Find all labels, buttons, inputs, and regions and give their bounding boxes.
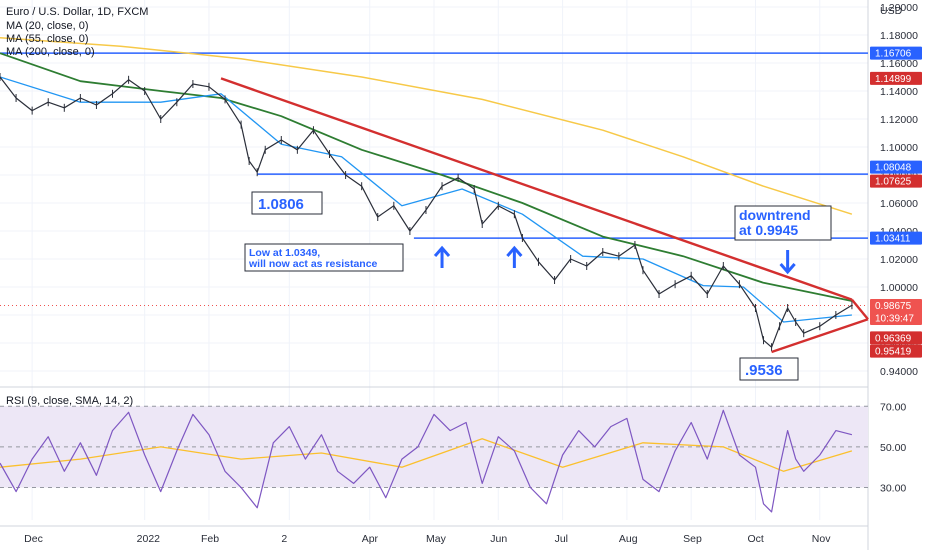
y-tick-label: 1.16000 xyxy=(880,58,918,70)
down-arrow-head xyxy=(779,263,796,275)
x-tick-label: May xyxy=(426,533,447,545)
price-line xyxy=(0,73,853,352)
annotations: 1.0806 Low at 1.0349,will now act as resi… xyxy=(244,191,832,381)
ma-55-path xyxy=(0,52,853,302)
rsi-label: RSI (9, close, SMA, 14, 2) xyxy=(6,395,133,407)
x-tick-label: Dec xyxy=(24,533,43,545)
y-tick-label: 1.00000 xyxy=(880,282,918,294)
ma-55-line xyxy=(0,52,853,302)
legend-ma-200: MA (200, close, 0) xyxy=(6,46,95,58)
x-tick-label: Jul xyxy=(555,533,568,545)
annotation-9536: .9536 xyxy=(745,362,783,379)
x-tick-label: Oct xyxy=(747,533,763,545)
y-tick-label: 1.12000 xyxy=(880,114,918,126)
rsi-panel xyxy=(0,405,868,513)
up-arrow-head xyxy=(506,245,523,257)
trendlines xyxy=(220,77,869,354)
price-tag-label: 1.08048 xyxy=(875,163,912,174)
up-arrow-head xyxy=(433,245,451,257)
time-axis: Dec 2022 Feb 2 Apr May Jun Jul Aug Sep Oct Nov xyxy=(24,533,831,545)
ma-20-line xyxy=(0,76,852,323)
price-tag-label: 1.16706 xyxy=(875,49,912,60)
legend-ma-20: MA (20, close, 0) xyxy=(6,20,89,32)
y-tick-label: 0.94000 xyxy=(880,366,918,378)
price-tag xyxy=(870,299,922,326)
annotation-low: Low at 1.0349, xyxy=(249,247,320,259)
price-path xyxy=(0,76,853,348)
price-tag xyxy=(870,46,922,60)
y-tick-label: 1.20000 xyxy=(880,2,918,14)
support-line xyxy=(771,318,869,354)
rsi-path xyxy=(0,409,853,513)
ma-200-line xyxy=(0,37,853,215)
price-tag xyxy=(870,71,922,85)
annotation-box xyxy=(734,205,832,241)
price-tag-label: 1.14899 xyxy=(875,74,912,85)
y-tick-label: 1.06000 xyxy=(880,198,918,210)
downtrend-line xyxy=(220,77,853,301)
x-tick-label: Nov xyxy=(812,533,831,545)
x-tick-label: 2022 xyxy=(137,533,161,545)
price-tag xyxy=(870,231,922,245)
legend: Euro / U.S. Dollar, 1D, FXCM MA (20, clo… xyxy=(6,5,903,407)
ma-200-path xyxy=(0,37,853,215)
rsi-tick-label: 30.00 xyxy=(880,483,906,495)
arrows xyxy=(433,245,796,275)
ma-20-path xyxy=(0,76,852,323)
annotation-box xyxy=(251,191,323,215)
price-tag xyxy=(870,331,922,345)
annotation-0-9945: at 0.9945 xyxy=(739,222,798,238)
price-tag-label: 1.03411 xyxy=(875,234,911,245)
price-tag-label: 0.96369 xyxy=(875,333,912,344)
chart-title: Euro / U.S. Dollar, 1D, FXCM xyxy=(6,6,148,18)
currency-label: USD xyxy=(880,5,903,17)
annotation-1-0806: 1.0806 xyxy=(258,196,304,213)
triangle-apex xyxy=(850,298,869,320)
annotation-downtrend: downtrend xyxy=(739,207,811,223)
annotation-resistance: will now act as resistance xyxy=(248,258,378,270)
price-tag-label: 0.98675 xyxy=(875,301,912,312)
annotation-box xyxy=(244,243,404,272)
price-tag xyxy=(870,344,922,358)
price-tag xyxy=(870,160,922,174)
price-tag xyxy=(870,174,922,188)
rsi-tick-label: 50.00 xyxy=(880,442,906,454)
x-tick-label: Aug xyxy=(619,533,638,545)
price-axis: 1.20000 1.18000 1.16000 1.14000 1.12000 1.100… xyxy=(870,2,922,495)
rsi-sma-path xyxy=(0,438,853,472)
annotation-box xyxy=(739,357,799,381)
y-tick-label: 1.02000 xyxy=(880,254,918,266)
rsi-tick-label: 70.00 xyxy=(880,401,906,413)
countdown-label: 10:39:47 xyxy=(875,314,914,325)
x-tick-label: Apr xyxy=(362,533,379,545)
y-tick-label: 1.10000 xyxy=(880,142,918,154)
x-tick-label: Sep xyxy=(683,533,702,545)
x-tick-label: 2 xyxy=(281,533,287,545)
price-tag-label: 1.07625 xyxy=(875,177,912,188)
x-tick-label: Feb xyxy=(201,533,219,545)
x-tick-label: Jun xyxy=(490,533,507,545)
y-tick-label: 1.14000 xyxy=(880,86,918,98)
y-tick-label: 1.18000 xyxy=(880,30,918,42)
price-tag-label: 0.95419 xyxy=(875,347,912,358)
legend-ma-55: MA (55, close, 0) xyxy=(6,33,89,45)
